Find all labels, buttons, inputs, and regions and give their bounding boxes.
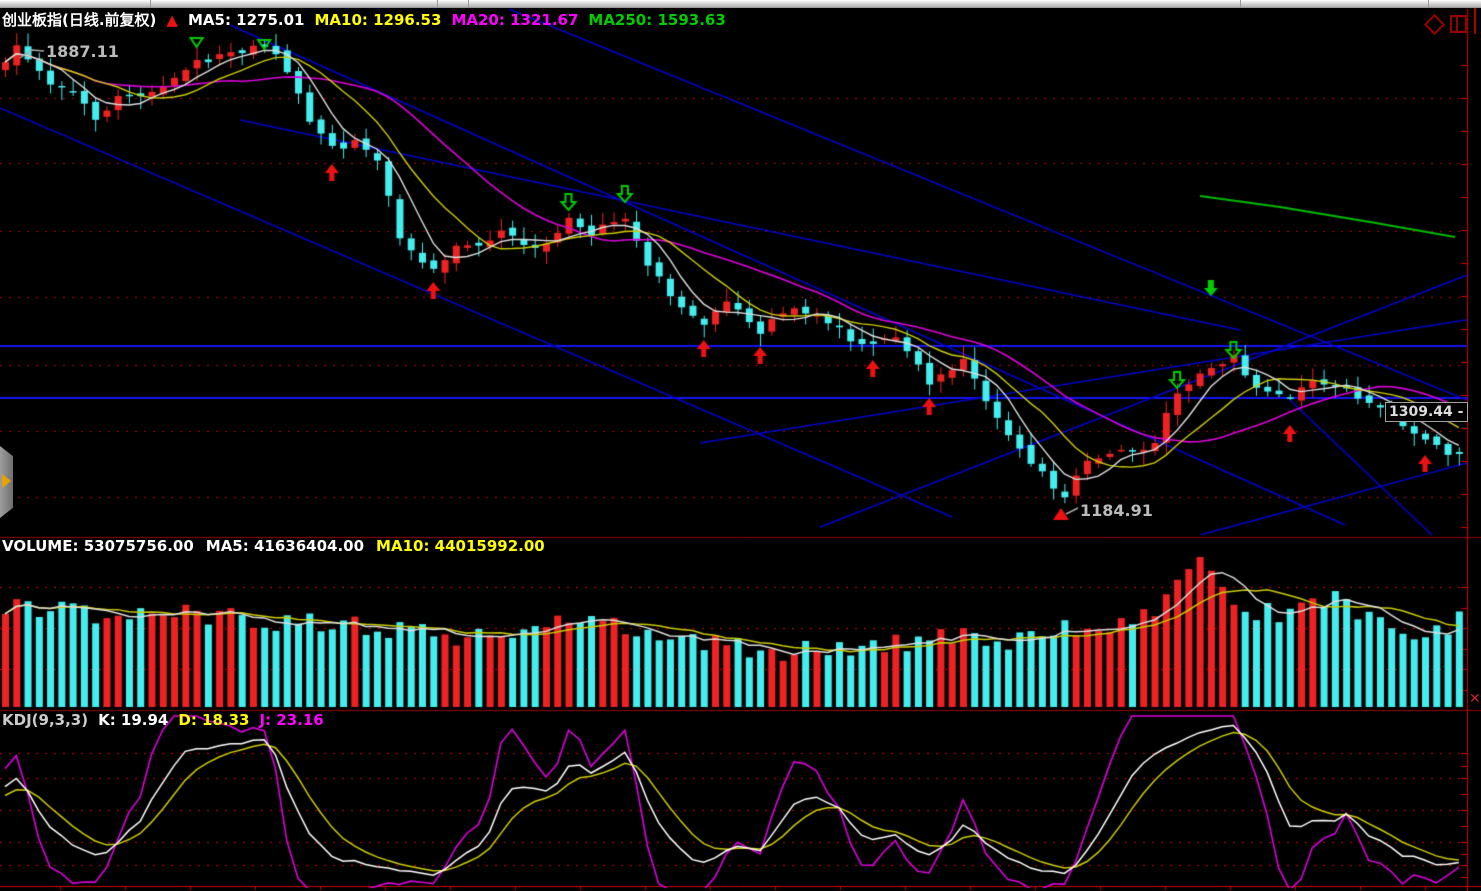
pane-split-icon[interactable] (1450, 15, 1467, 33)
expander-arrow-icon (2, 474, 11, 488)
period-high-label: 1887.11 (46, 42, 119, 61)
right-border-mark (1474, 8, 1476, 34)
symbol-title: 创业板指(日线.前复权) (2, 11, 157, 29)
up-arrow-icon: ▲ (166, 11, 178, 29)
kdj-d-value: D: 18.33 (178, 711, 250, 729)
toolbar-bottom-edge (0, 0, 1481, 8)
ma10-value: MA10: 1296.53 (314, 11, 442, 29)
kdj-name: KDJ(9,3,3) (2, 711, 89, 729)
chart-header: 创业板指(日线.前复权) ▲ MA5: 1275.01 MA10: 1296.53 MA… (2, 9, 736, 30)
ma5-value: MA5: 1275.01 (187, 11, 305, 29)
period-low-label: 1184.91 (1080, 501, 1153, 520)
sidebar-expander-tab[interactable] (0, 446, 13, 518)
kdj-j-value: J: 23.16 (259, 711, 324, 729)
volume-value: VOLUME: 53075756.00 (2, 537, 194, 555)
volume-header: VOLUME: 53075756.00 MA5: 41636404.00 MA10:… (2, 537, 557, 555)
ma20-value: MA20: 1321.67 (451, 11, 579, 29)
kdj-header: KDJ(9,3,3) K: 19.94 D: 18.33 J: 23.16 (2, 711, 334, 729)
ma250-value: MA250: 1593.63 (588, 11, 726, 29)
kdj-k-value: K: 19.94 (98, 711, 169, 729)
last-price-box: 1309.44 - (1385, 402, 1468, 422)
volume-ma10-value: MA10: 44015992.00 (376, 537, 545, 555)
close-pane-icon[interactable]: ✕ (1469, 691, 1481, 707)
volume-ma5-value: MA5: 41636404.00 (205, 537, 365, 555)
